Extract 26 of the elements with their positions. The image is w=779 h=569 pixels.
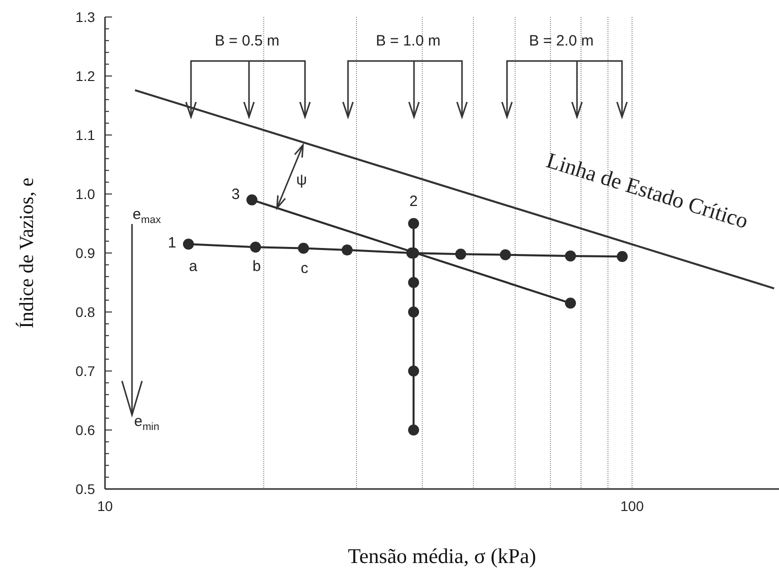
annotation: e$_{max}$ (132, 206, 162, 226)
annotation: 2 (409, 192, 418, 210)
y-tick-label: 1.1 (76, 127, 96, 143)
x-tick-label: 10 (97, 498, 113, 514)
x-tick-label: 100 (620, 498, 644, 514)
annotation: 1 (168, 234, 176, 251)
y-tick-label: 1.2 (76, 68, 96, 84)
y-tick-label: 0.7 (76, 363, 96, 379)
annotation: B = 0.5 m (214, 32, 280, 50)
y-tick-label: 0.6 (76, 422, 96, 438)
y-tick-label: 0.9 (76, 245, 96, 261)
x-axis-title: Tensão média, σ (kPa) (348, 544, 536, 568)
annotation: 3 (232, 186, 240, 202)
annotation: b (252, 257, 261, 274)
y-tick-label: 0.8 (76, 304, 96, 320)
annotation: B = 2.0 m (528, 32, 594, 50)
y-tick-label: 1.0 (76, 186, 96, 202)
y-axis-title: Índice de Vazios, e (15, 178, 38, 328)
annotation: ψ (296, 170, 307, 188)
annotation: Linha de Estado Crítico (544, 146, 752, 233)
y-tick-label: 0.5 (76, 481, 96, 497)
annotation: c (300, 259, 309, 276)
y-tick-label: 1.3 (76, 9, 96, 25)
annotation: e$_{min}$ (134, 412, 160, 434)
annotation: a (189, 257, 198, 274)
annotation: B = 1.0 m (376, 32, 440, 50)
